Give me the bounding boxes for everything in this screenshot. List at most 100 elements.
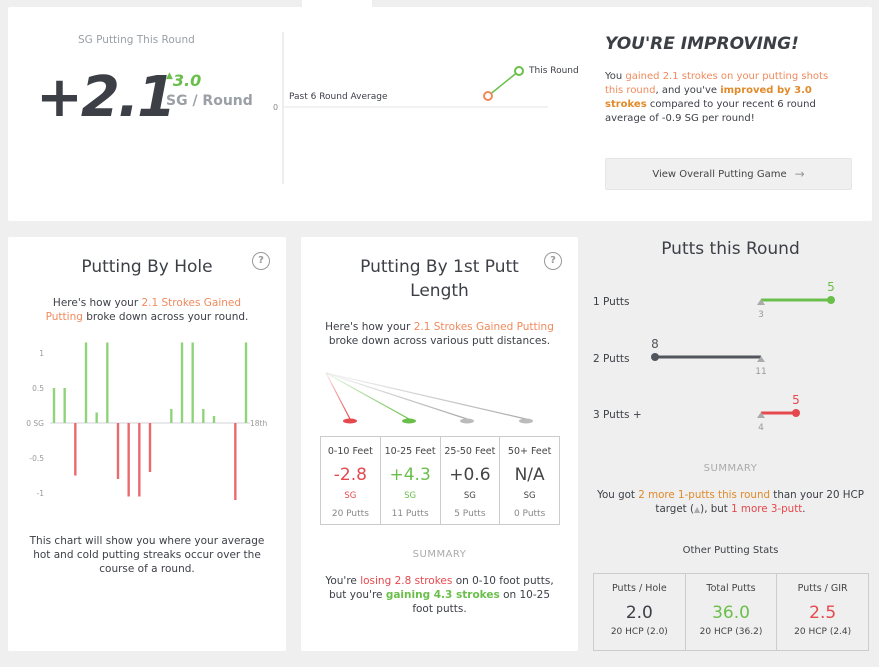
col-value: +4.3 [389,465,431,485]
help-icon[interactable]: ? [252,252,270,270]
putts-this-round-title: Putts this Round [661,239,800,259]
desc-highlight: 2.1 Strokes Gained Putting [413,321,554,333]
improve-text-improved: improved by 3.0 strokes [605,85,812,110]
putting-by-hole-card: Putting By Hole ? Here's how your 2.1 St… [8,237,286,651]
putt-row-dot [827,296,835,304]
stat-col: Total Putts 36.0 20 HCP (36.2) [686,574,778,650]
putt-row-value: 5 [827,280,835,294]
trend-chart: 0 Past 6 Round Average This Round [273,32,579,184]
putt-length-col: 10-25 Feet +4.3 SG 11 Putts [381,437,441,524]
hole-bar [84,342,88,423]
putts-rows-chart: 3 5 11 8 4 5 [651,280,835,433]
putt-row-target: 3 [758,310,764,320]
putting-by-hole-footer: This chart will show you where your aver… [29,535,265,575]
putting-by-hole-title: Putting By Hole [81,257,213,277]
hole-bar [244,342,248,423]
summary-part: ), but [700,503,732,515]
putt-row-label: 1 Putts [593,296,630,308]
this-round-label: This Round [528,66,579,76]
target-triangle-icon [757,356,765,362]
col-header: 25-50 Feet [444,446,496,457]
stat-value: 2.0 [625,603,653,623]
summary-part: than your 20 HCP target ( [655,489,864,515]
putt-length-col: 50+ Feet N/A SG 0 Putts [500,437,559,524]
view-overall-button-label: View Overall Putting Game [652,168,787,180]
col-value: N/A [514,465,545,485]
stat-col: Putts / GIR 2.5 20 HCP (2.4) [777,574,868,650]
putting-by-length-card: Putting By 1st Putt Length ? Here's how … [301,237,578,651]
improve-text-strokes: gained 2.1 strokes on your putting shots… [605,71,829,96]
putt-row-value: 8 [651,337,659,351]
col-count: 0 Putts [513,509,546,519]
sg-value: +2.1 [36,65,176,130]
col-value: -2.8 [333,465,367,485]
putt-row-dot [792,409,800,417]
hole-marker-50-plus [519,418,533,424]
other-stats-table: Putts / Hole 2.0 20 HCP (2.0) Total Putt… [593,573,869,651]
hole-bar [170,409,173,423]
improve-text-part: compared to your recent 6 round average … [605,99,816,124]
summary-losing: losing 2.8 strokes [360,575,453,587]
desc-part: Here's how your [52,297,142,309]
putt-distance-illustration [325,372,533,424]
past-average-label: Past 6 Round Average [289,92,388,102]
putt-length-col: 0-10 Feet -2.8 SG 20 Putts [321,437,381,524]
desc-highlight: 2.1 Strokes Gained Putting [45,297,242,323]
improvement-line [487,70,520,97]
col-value: +0.6 [449,465,491,485]
desc-part: Here's how your [325,321,414,333]
sg-unit: SG / Round [166,93,253,109]
y-tick-label: 1 [39,349,44,358]
stat-header: Putts / Hole [612,583,667,594]
desc-part: broke down across various putt distances… [328,335,551,347]
col-unit: SG [404,491,417,501]
hole-marker-10-25 [402,418,416,424]
hole-bar [191,342,194,423]
y-tick-label: 0.5 [32,384,44,393]
col-unit: SG [344,491,357,501]
col-header: 0-10 Feet [327,446,373,457]
putt-line-10-25 [325,372,410,420]
putting-by-length-title: Putting By 1st Putt Length [360,257,519,301]
putt-length-summary-label: SUMMARY [412,549,467,560]
stat-col: Putts / Hole 2.0 20 HCP (2.0) [594,574,686,650]
summary-more-1putts: 2 more 1-putts this round [638,489,771,501]
hole-marker-0-10 [343,418,357,424]
sg-delta: ▲3.0 [166,71,201,90]
hole-marker-25-50 [460,418,474,424]
col-header: 50+ Feet [507,446,552,457]
putt-line-0-10 [325,372,351,420]
help-icon[interactable]: ? [544,252,562,270]
hole-bar [63,388,66,423]
col-count: 5 Putts [454,509,486,519]
desc-part: broke down across your round. [82,311,249,323]
view-overall-putting-button[interactable]: View Overall Putting Game → [605,158,852,190]
stat-header: Total Putts [706,583,756,594]
trend-zero-label: 0 [273,103,278,112]
summary-part: on 0-10 foot putts, but you're [328,575,554,601]
summary-more-3putt: 1 more 3-putt [731,503,803,515]
col-count: 11 Putts [391,509,429,519]
putting-by-length-desc: Here's how your 2.1 Strokes Gained Putti… [301,320,578,348]
stat-hcp: 20 HCP (36.2) [699,627,763,637]
hole-bar [138,423,141,497]
putt-length-table: 0-10 Feet -2.8 SG 20 Putts 10-25 Feet +4… [320,436,560,525]
col-unit: SG [523,491,536,501]
col-unit: SG [463,491,476,501]
hole-bar [234,423,237,500]
improving-title: YOU'RE IMPROVING! [605,34,799,54]
top-tab-notch [302,0,372,7]
putts-summary-label: SUMMARY [703,463,758,474]
putting-by-hole-desc: Here's how your 2.1 Strokes Gained Putti… [8,296,286,324]
hole-bar [202,409,205,423]
up-arrow-icon: ▲ [166,71,173,81]
other-stats-title: Other Putting Stats [682,545,779,556]
hole-bar [116,423,120,479]
sg-summary-card: SG Putting This Round +2.1 ▲3.0 SG / Rou… [8,7,872,221]
y-tick-label: 0 SG [26,419,44,428]
stat-hcp: 20 HCP (2.0) [610,627,668,637]
target-triangle-icon [757,412,765,418]
arrow-right-icon: → [794,167,805,181]
col-header: 10-25 Feet [384,446,436,457]
putt-length-col: 25-50 Feet +0.6 SG 5 Putts [441,437,501,524]
